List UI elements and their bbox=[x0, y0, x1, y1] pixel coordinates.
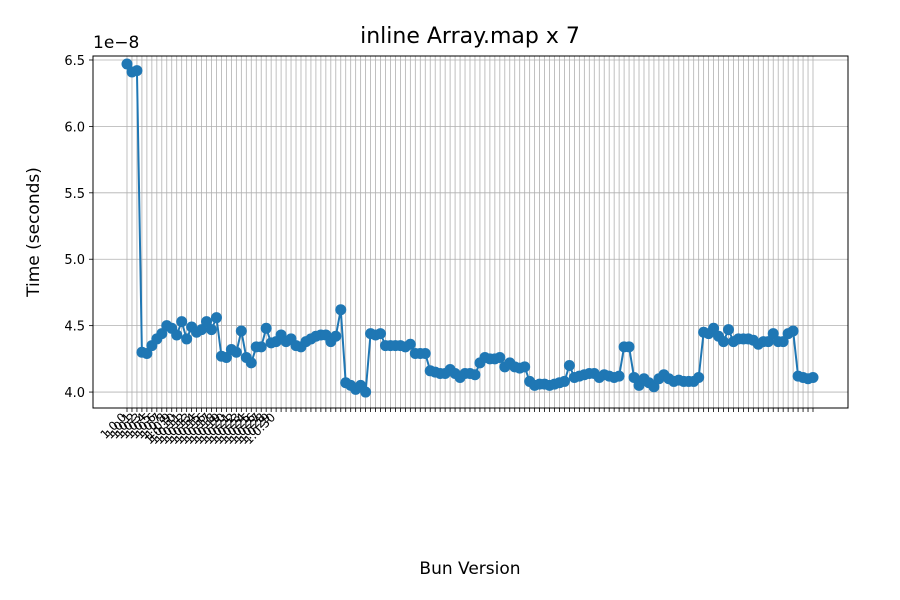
data-series bbox=[121, 58, 819, 398]
x-axis-label: Bun Version bbox=[419, 559, 520, 579]
data-point bbox=[628, 371, 640, 383]
y-tick-label: 5.0 bbox=[64, 253, 85, 268]
data-point bbox=[201, 316, 213, 328]
data-point bbox=[807, 371, 819, 383]
data-point bbox=[235, 325, 247, 337]
data-point bbox=[255, 341, 267, 353]
plot-frame bbox=[92, 55, 849, 409]
y-tick-label: 4.0 bbox=[64, 386, 85, 401]
data-point bbox=[404, 338, 416, 350]
data-point bbox=[335, 304, 347, 316]
data-point bbox=[648, 381, 660, 393]
data-point bbox=[494, 352, 506, 364]
data-point bbox=[206, 324, 218, 336]
data-point bbox=[121, 58, 133, 70]
data-point bbox=[613, 370, 625, 382]
data-point bbox=[563, 359, 575, 371]
data-point bbox=[623, 341, 635, 353]
y-tick-label: 6.5 bbox=[64, 54, 85, 69]
y-tick-label: 6.0 bbox=[64, 120, 85, 135]
y-gridlines bbox=[93, 59, 848, 393]
y-axis-label: Time (seconds) bbox=[24, 167, 44, 298]
data-point bbox=[762, 336, 774, 348]
data-point bbox=[330, 330, 342, 342]
data-point bbox=[156, 328, 168, 340]
data-point bbox=[220, 352, 232, 364]
data-point bbox=[176, 316, 188, 328]
y-axis-offset-label: 1e−8 bbox=[93, 33, 139, 53]
chart-title: inline Array.map x 7 bbox=[360, 24, 580, 49]
data-point bbox=[196, 324, 208, 336]
data-point bbox=[375, 328, 387, 340]
data-point bbox=[558, 375, 570, 387]
data-point bbox=[787, 325, 799, 337]
data-point bbox=[141, 348, 153, 360]
data-point bbox=[181, 333, 193, 345]
data-point bbox=[469, 369, 481, 381]
y-tick-label: 4.5 bbox=[64, 320, 85, 335]
y-axis-ticks: 4.0 4.5 5.0 5.5 6.0 6.5 bbox=[64, 54, 93, 401]
data-point bbox=[210, 312, 222, 324]
data-point bbox=[245, 357, 257, 369]
data-point bbox=[131, 65, 143, 77]
data-point bbox=[767, 328, 779, 340]
data-point bbox=[718, 336, 730, 348]
data-point bbox=[260, 322, 272, 334]
data-point bbox=[693, 371, 705, 383]
data-point bbox=[777, 336, 789, 348]
data-point bbox=[230, 346, 242, 358]
data-point bbox=[722, 324, 734, 336]
data-point bbox=[171, 329, 183, 341]
data-point bbox=[419, 348, 431, 360]
x-axis-ticks: 1.0.01.0.11.0.21.0.31.0.41.0.51.0.61.0.7… bbox=[98, 408, 814, 447]
data-point bbox=[360, 386, 372, 398]
y-tick-label: 5.5 bbox=[64, 187, 85, 202]
data-point bbox=[519, 361, 531, 373]
data-point bbox=[708, 322, 720, 334]
